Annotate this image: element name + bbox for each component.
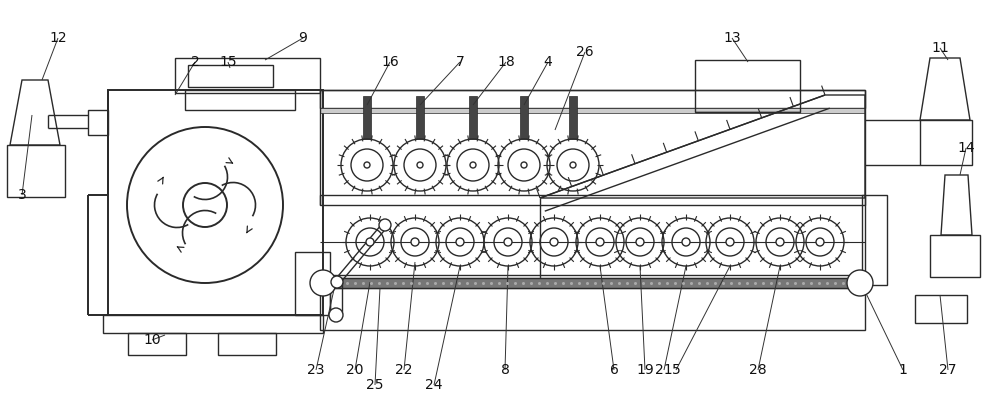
Circle shape — [331, 276, 343, 288]
Circle shape — [329, 308, 343, 322]
Bar — [930, 235, 980, 277]
Circle shape — [521, 162, 527, 168]
Circle shape — [470, 162, 476, 168]
Bar — [320, 90, 865, 108]
Bar — [108, 90, 323, 315]
Bar — [188, 65, 273, 87]
Bar — [920, 120, 972, 165]
Text: 20: 20 — [346, 363, 364, 377]
Bar — [88, 110, 108, 135]
Bar — [320, 275, 865, 285]
Circle shape — [310, 270, 336, 296]
Bar — [185, 90, 295, 110]
Bar — [862, 195, 887, 285]
Text: 26: 26 — [576, 45, 594, 59]
Text: 4: 4 — [544, 55, 552, 69]
Text: 23: 23 — [307, 363, 325, 377]
Text: 15: 15 — [219, 55, 237, 69]
Text: 7: 7 — [456, 55, 464, 69]
Circle shape — [456, 238, 464, 246]
Text: 12: 12 — [49, 31, 67, 45]
Text: 6: 6 — [610, 363, 618, 377]
Text: 27: 27 — [939, 363, 957, 377]
Text: 19: 19 — [636, 363, 654, 377]
Bar — [103, 315, 323, 333]
Text: 22: 22 — [395, 363, 413, 377]
Bar — [569, 96, 577, 139]
Text: 2: 2 — [191, 55, 199, 69]
Circle shape — [776, 238, 784, 246]
Circle shape — [379, 219, 391, 231]
Circle shape — [636, 238, 644, 246]
Bar — [320, 195, 865, 205]
Bar — [915, 295, 967, 323]
Circle shape — [726, 238, 734, 246]
Bar — [128, 333, 186, 355]
Bar — [295, 252, 330, 315]
Text: 16: 16 — [381, 55, 399, 69]
Bar — [469, 96, 477, 139]
Bar — [320, 108, 865, 113]
Text: 3: 3 — [18, 188, 26, 202]
Text: 1: 1 — [899, 363, 907, 377]
Text: 18: 18 — [497, 55, 515, 69]
Circle shape — [682, 238, 690, 246]
Circle shape — [417, 162, 423, 168]
Text: 24: 24 — [425, 378, 443, 392]
Text: 8: 8 — [501, 363, 509, 377]
Circle shape — [550, 238, 558, 246]
Circle shape — [816, 238, 824, 246]
Circle shape — [411, 238, 419, 246]
Text: 9: 9 — [299, 31, 307, 45]
Text: 14: 14 — [957, 141, 975, 155]
Circle shape — [366, 238, 374, 246]
Bar — [218, 333, 276, 355]
Text: 21: 21 — [655, 363, 673, 377]
Bar — [363, 96, 371, 139]
Bar — [320, 278, 868, 288]
Bar — [7, 145, 65, 197]
Text: 28: 28 — [749, 363, 767, 377]
Bar — [320, 278, 868, 288]
Text: 10: 10 — [143, 333, 161, 347]
Bar — [330, 282, 342, 312]
Bar — [520, 96, 528, 139]
Circle shape — [504, 238, 512, 246]
Circle shape — [570, 162, 576, 168]
Text: 11: 11 — [931, 41, 949, 55]
Circle shape — [847, 270, 873, 296]
Text: 13: 13 — [723, 31, 741, 45]
Text: 5: 5 — [672, 363, 680, 377]
Bar — [416, 96, 424, 139]
Circle shape — [596, 238, 604, 246]
Bar — [175, 58, 320, 93]
Bar — [320, 285, 865, 330]
Text: 25: 25 — [366, 378, 384, 392]
Circle shape — [364, 162, 370, 168]
Bar — [695, 60, 800, 112]
